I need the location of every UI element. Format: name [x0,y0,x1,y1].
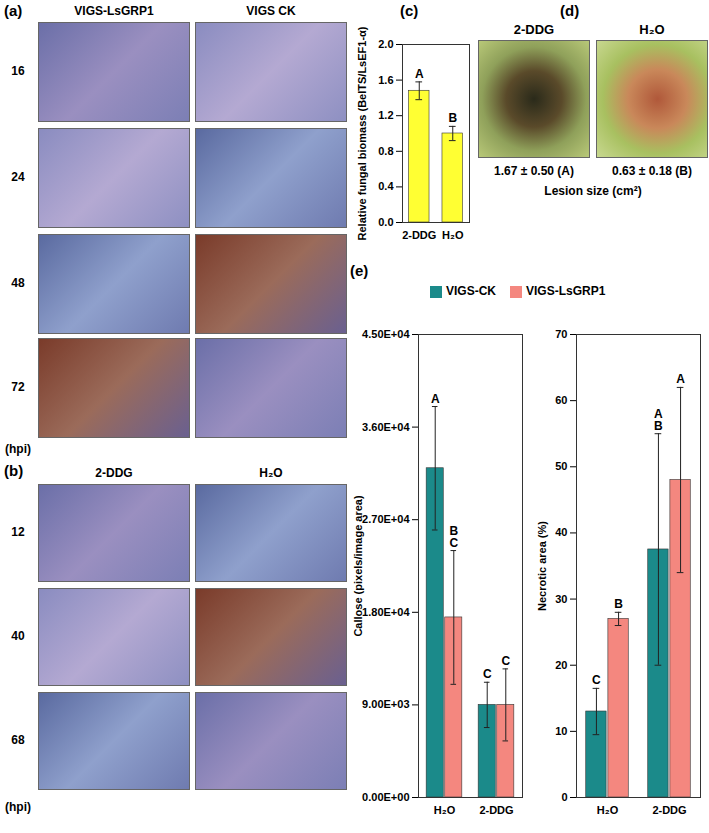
svg-text:0.00E+00: 0.00E+00 [362,791,409,803]
svg-text:C: C [483,667,492,681]
svg-text:C: C [592,673,601,687]
html-text:(hpi): (hpi) [5,442,31,456]
svg-text:H₂O: H₂O [442,229,464,241]
html-text:1.67 ± 0.50 (A): 1.67 ± 0.50 (A) [494,164,574,178]
svg-text:AB: AB [654,407,663,433]
svg-text:1.80E+04: 1.80E+04 [362,606,410,618]
html-text:68: 68 [11,733,25,747]
svg-text:BC: BC [449,524,458,550]
svg-text:1.2: 1.2 [378,109,393,121]
svg-text:A: A [415,67,424,81]
svg-text:40: 40 [555,526,567,538]
svg-text:0.8: 0.8 [378,145,393,157]
svg-text:A: A [431,392,440,406]
svg-text:30: 30 [555,593,567,605]
html-text:VIGS-LsGRP1: VIGS-LsGRP1 [526,284,606,298]
svg-text:1.6: 1.6 [378,74,393,86]
html-text:40: 40 [11,629,25,643]
html-text:VIGS-LsGRP1: VIGS-LsGRP1 [74,4,154,18]
html-text:(d): (d) [560,2,580,19]
html-text:2-DDG: 2-DDG [513,22,555,37]
html-text:H₂O: H₂O [259,466,283,480]
svg-text:0: 0 [561,791,567,803]
svg-text:9.00E+03: 9.00E+03 [362,698,409,710]
html-text:VIGS-CK: VIGS-CK [446,284,496,298]
html-text:72: 72 [11,380,25,394]
html-text:(e): (e) [350,262,369,279]
svg-text:B: B [614,597,623,611]
svg-text:A: A [676,372,685,386]
svg-text:B: B [448,111,457,125]
svg-text:Relative fungal biomass (BeITS: Relative fungal biomass (BeITS/LsEF1-α) [356,26,368,240]
svg-text:Callose (pixels/image area): Callose (pixels/image area) [352,495,364,637]
html-text:2-DDG: 2-DDG [95,466,133,480]
svg-text:2-DDG: 2-DDG [652,804,686,816]
html-text:H₂O: H₂O [639,22,665,37]
svg-text:50: 50 [555,460,567,472]
html-text:0.63 ± 0.18 (B): 0.63 ± 0.18 (B) [612,164,692,178]
svg-text:0.0: 0.0 [378,216,393,228]
svg-text:3.60E+04: 3.60E+04 [362,421,410,433]
svg-text:2.70E+04: 2.70E+04 [362,513,410,525]
html-text:16: 16 [11,64,25,78]
html-text:48: 48 [11,276,25,290]
svg-text:60: 60 [555,394,567,406]
svg-text:2-DDG: 2-DDG [479,804,513,816]
svg-text:C: C [501,654,510,668]
html-text:Lesion size (cm²): Lesion size (cm²) [544,184,642,198]
html-text:VIGS CK: VIGS CK [246,4,296,18]
svg-text:10: 10 [555,725,567,737]
html-text:(hpi): (hpi) [5,800,31,814]
svg-text:2.0: 2.0 [378,38,393,50]
svg-text:H₂O: H₂O [434,804,456,816]
svg-text:Necrotic area (%): Necrotic area (%) [536,521,548,611]
html-text:24: 24 [11,170,25,184]
svg-text:4.50E+04: 4.50E+04 [362,328,410,340]
html-text:(c): (c) [400,2,419,19]
svg-text:H₂O: H₂O [597,804,619,816]
html-text:(a): (a) [4,2,23,19]
svg-text:70: 70 [555,328,567,340]
html-text:(b): (b) [4,462,24,479]
html-text:12: 12 [11,525,25,539]
svg-text:2-DDG: 2-DDG [402,229,436,241]
svg-text:0.4: 0.4 [378,180,394,192]
svg-text:20: 20 [555,659,567,671]
